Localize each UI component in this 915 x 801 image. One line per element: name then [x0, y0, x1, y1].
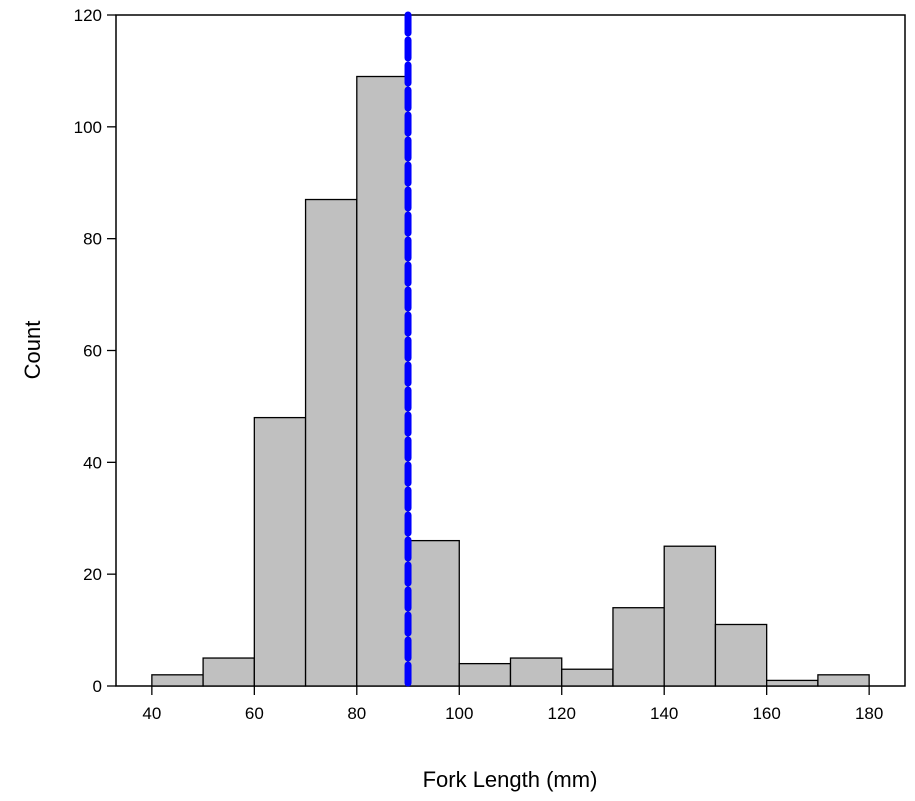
histogram-bar-2	[253, 416, 307, 687]
x-tick-label-0: 40	[142, 704, 161, 723]
x-axis-title: Fork Length (mm)	[423, 767, 598, 792]
histogram-bars	[151, 75, 870, 687]
x-tick-label-6: 160	[752, 704, 780, 723]
y-tick-label-2: 40	[83, 453, 102, 472]
y-tick-label-5: 100	[74, 118, 102, 137]
y-tick-label-1: 20	[83, 565, 102, 584]
x-tick-label-2: 80	[347, 704, 366, 723]
histogram-bar-4	[356, 75, 409, 687]
y-tick-label-3: 60	[83, 342, 102, 361]
y-tick-label-6: 120	[74, 6, 102, 25]
x-tick-label-4: 120	[548, 704, 576, 723]
histogram-bar-1	[202, 657, 255, 687]
x-tick-label-3: 100	[445, 704, 473, 723]
histogram-bar-5	[407, 539, 460, 687]
y-tick-label-0: 0	[93, 677, 102, 696]
y-axis-ticks: 0 20 40 60 80 100 120	[74, 6, 116, 696]
histogram-bar-3	[304, 198, 358, 687]
histogram-bar-8	[561, 668, 614, 687]
histogram-bar-9	[612, 607, 665, 687]
y-axis-title: Count	[20, 321, 45, 380]
x-tick-label-5: 140	[650, 704, 678, 723]
histogram-bar-12	[766, 679, 819, 687]
histogram-bar-6	[458, 662, 512, 687]
x-tick-label-1: 60	[245, 704, 264, 723]
histogram-bar-13	[817, 674, 870, 687]
histogram-bar-10	[663, 545, 717, 687]
histogram-bar-11	[714, 623, 768, 687]
histogram-bar-0	[151, 674, 204, 687]
x-tick-label-7: 180	[855, 704, 883, 723]
y-tick-label-4: 80	[83, 230, 102, 249]
x-axis-ticks: 40 60 80 100 120 140 160 180	[142, 686, 883, 723]
histogram-bar-7	[509, 657, 563, 687]
plot-area	[115, 14, 906, 687]
